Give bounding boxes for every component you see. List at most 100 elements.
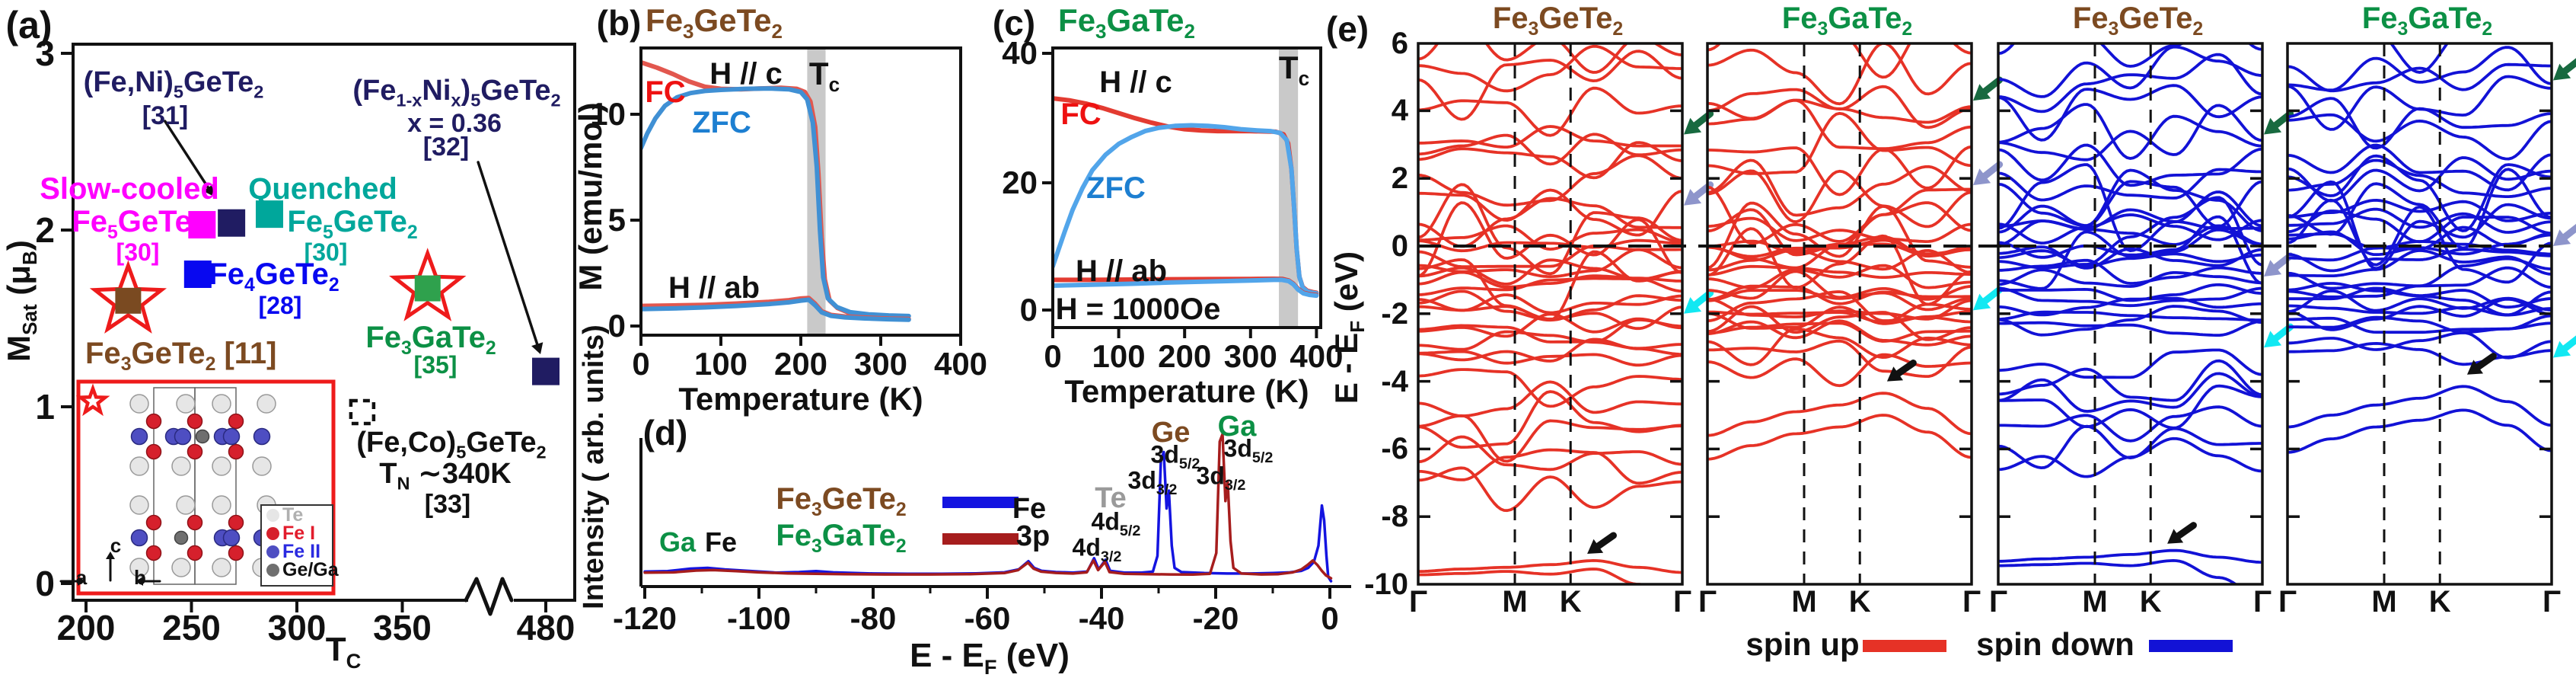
band-line	[2287, 62, 2552, 93]
band-line	[1418, 245, 1682, 268]
unit-cell	[194, 387, 237, 585]
band-line	[1707, 264, 1972, 279]
band-line	[2287, 199, 2552, 222]
inset-atom-legend-row: Fe I	[262, 523, 332, 544]
y-tick-label-c: 20	[1002, 165, 1038, 200]
inset-atom-legend-row: Ge/Ga	[262, 559, 339, 580]
atom	[129, 558, 149, 577]
label-fe4gete2-ref: [28]	[258, 292, 302, 319]
y-tick-label-a: 3	[35, 34, 55, 73]
slate-arrow	[2553, 229, 2571, 246]
atom-color-dot-icon	[266, 508, 279, 522]
panel-c-frame	[1051, 46, 1322, 329]
atom	[145, 514, 162, 531]
atom-color-dot-icon	[266, 563, 279, 577]
d-peak-label: 3d5/2	[1150, 440, 1200, 472]
band-line	[1707, 328, 1972, 366]
inset-c-axis-label: c	[110, 534, 122, 557]
k-point-label: Γ	[1408, 585, 1428, 619]
x-tick-label-d: -120	[612, 600, 677, 636]
b-h-parallel-c: H // c	[709, 57, 783, 91]
slate-arrow	[2264, 260, 2282, 277]
x-tick-label-b: 400	[933, 346, 988, 382]
k-point-label: M	[1502, 585, 1528, 619]
d-peak-label: 3d3/2	[1127, 466, 1178, 498]
d-y-axis-title: Intensity ( arb. units)	[578, 325, 610, 609]
green-arrow	[2264, 117, 2282, 135]
atom	[228, 413, 244, 430]
green-arrow	[1973, 84, 1991, 101]
x-tick-label-c: 300	[1223, 338, 1277, 374]
band-line	[2287, 168, 2552, 250]
black-arrow	[2167, 529, 2184, 544]
band-line	[1998, 168, 2262, 234]
label-feco5gete2-tn: TN ∼340K	[379, 457, 512, 494]
y-tick-label-e: -4	[1381, 364, 1408, 398]
label-feni5gete2: (Fe,Ni)5GeTe2	[83, 66, 264, 102]
atom	[228, 545, 244, 561]
data-point-square	[115, 287, 142, 314]
atom	[212, 558, 231, 577]
x-tick-label-b: 0	[632, 346, 650, 382]
e-y-axis-title: E - EF (eV)	[1328, 251, 1369, 404]
atom-color-dot-icon	[266, 526, 279, 540]
y-tick-label-e: 2	[1391, 161, 1408, 196]
k-point-label: K	[1848, 585, 1871, 619]
b-x-axis-title: Temperature (K)	[678, 381, 923, 417]
x-tick-label-b: 200	[773, 346, 828, 382]
dashed-open-square-marker	[349, 398, 376, 426]
label-fe5gete2-teal-ref: [30]	[304, 238, 348, 266]
band-line	[1707, 392, 1972, 437]
y-tick-label-a: 2	[35, 210, 55, 250]
band-line	[1418, 238, 1682, 253]
band-line	[1998, 196, 2262, 270]
x-tick-label-a: 200	[56, 608, 116, 647]
y-tick-label-a: 1	[35, 387, 55, 427]
band-line	[1998, 359, 2262, 402]
atom	[187, 443, 203, 460]
x-tick-label-a: 250	[162, 608, 221, 647]
y-tick-label-c: 40	[1002, 35, 1038, 71]
band-line	[1707, 216, 1972, 243]
band-line	[1418, 188, 1682, 237]
band-line	[2287, 314, 2552, 334]
panel-label-a: (a)	[5, 4, 53, 46]
band-line	[1998, 559, 2239, 584]
slate-arrow	[2562, 223, 2576, 241]
band-line	[1707, 98, 1972, 124]
d-peak-label: 3d5/2	[1223, 434, 1274, 466]
label-fe3gete2: Fe3GeTe2 [11]	[85, 337, 277, 376]
x-tick-label-c: 100	[1092, 338, 1146, 374]
y-tick-label-e: 6	[1391, 26, 1408, 60]
annotation-arrow	[202, 184, 214, 197]
atom-legend-label: Ge/Ga	[282, 558, 339, 580]
d-x-axis-title: E - EF (eV)	[910, 636, 1070, 679]
band-line	[1418, 466, 1682, 513]
band-line	[1707, 158, 1972, 217]
atom-legend-label: Fe II	[282, 540, 321, 562]
band-structure-panel	[1707, 43, 1972, 461]
k-point-label: Γ	[2252, 585, 2272, 619]
band-line	[1707, 185, 1972, 245]
band-line	[1418, 435, 1682, 472]
band-line	[1707, 319, 1972, 347]
k-point-label: Γ	[1962, 585, 1981, 619]
x-tick-label-b: 100	[693, 346, 748, 382]
band-line	[1707, 227, 1972, 306]
atom	[171, 456, 191, 476]
x-tick-label-d: -80	[850, 600, 897, 636]
panel-a-frame	[72, 43, 576, 602]
band-line	[1707, 305, 1972, 330]
panel-b-title: Fe3GeTe2	[646, 2, 783, 43]
band-line	[2287, 257, 2552, 290]
band-line	[2287, 97, 2552, 150]
legend-swatch-fe3gate2	[942, 533, 1019, 545]
mt-curve	[641, 297, 911, 322]
y-tick-label-b: 10	[590, 96, 626, 132]
band-line	[1707, 414, 1972, 461]
band-line	[2389, 43, 2450, 74]
atom	[195, 429, 210, 444]
label-fenix5gete2-ref: [32]	[422, 133, 470, 161]
band-line	[1707, 112, 1972, 175]
k-point-label: Γ	[2278, 585, 2297, 619]
